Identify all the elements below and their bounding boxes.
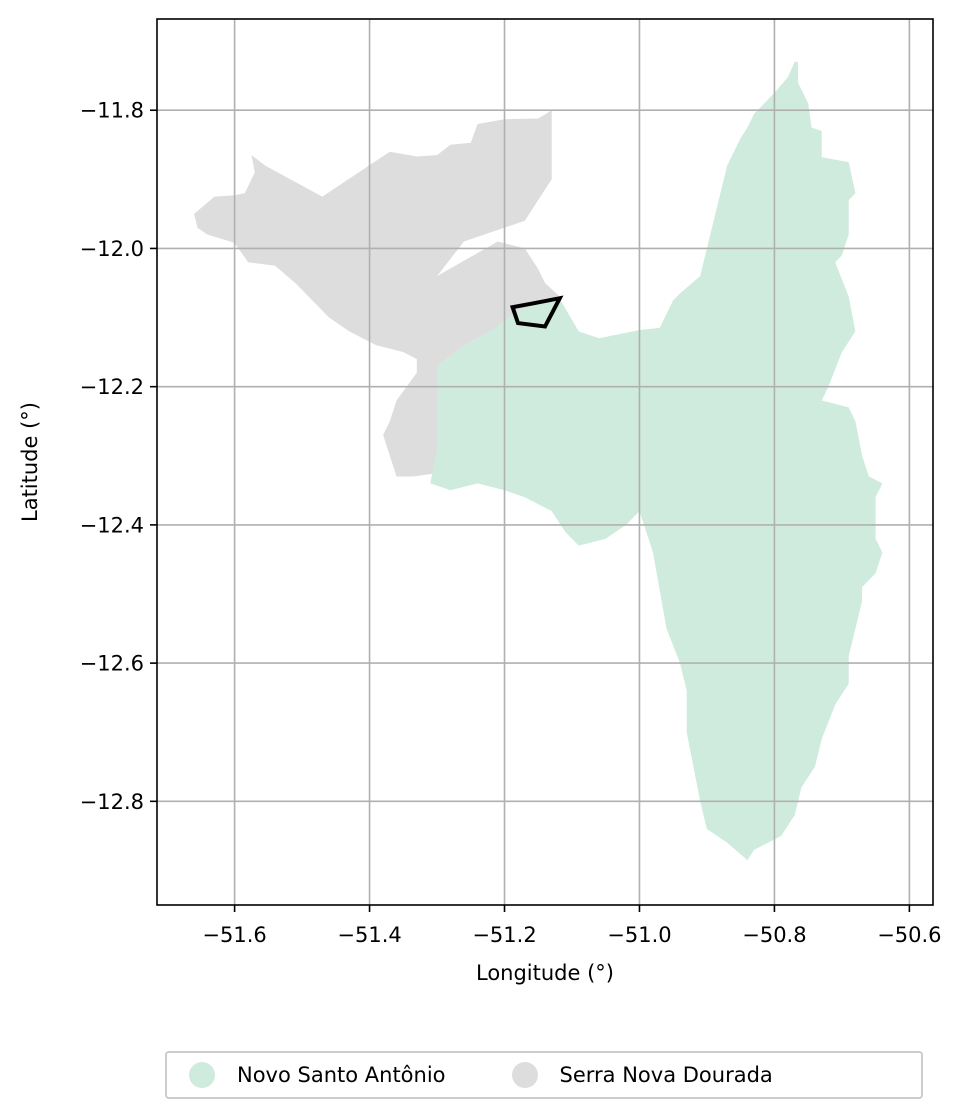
legend-label: Serra Nova Dourada bbox=[560, 1063, 773, 1087]
x-tick-label: −51.2 bbox=[472, 923, 536, 947]
legend-marker-icon bbox=[189, 1062, 215, 1088]
x-tick-label: −51.6 bbox=[202, 923, 266, 947]
legend-marker-icon bbox=[512, 1062, 538, 1088]
legend: Novo Santo Antônio Serra Nova Dourada bbox=[165, 1051, 923, 1099]
x-axis-title: Longitude (°) bbox=[476, 961, 614, 985]
y-tick-label: −11.8 bbox=[80, 99, 144, 123]
y-tick-label: −12.0 bbox=[80, 237, 144, 261]
x-tick-label: −51.4 bbox=[337, 923, 401, 947]
y-tick-label: −12.6 bbox=[80, 652, 144, 676]
legend-item-novo-santo-antonio: Novo Santo Antônio bbox=[189, 1053, 446, 1097]
map-figure: −51.6 −51.4 −51.2 −51.0 −50.8 −50.6 −11.8 −12.0… bbox=[0, 0, 970, 1040]
y-tick-label: −12.8 bbox=[80, 790, 144, 814]
legend-label: Novo Santo Antônio bbox=[237, 1063, 446, 1087]
x-tick-label: −50.8 bbox=[742, 923, 806, 947]
legend-item-serra-nova-dourada: Serra Nova Dourada bbox=[512, 1053, 773, 1097]
y-tick-label: −12.4 bbox=[80, 513, 144, 537]
x-tick-label: −51.0 bbox=[607, 923, 671, 947]
x-tick-label: −50.6 bbox=[877, 923, 941, 947]
y-tick-label: −12.2 bbox=[80, 375, 144, 399]
y-axis-title: Latitude (°) bbox=[18, 402, 42, 522]
